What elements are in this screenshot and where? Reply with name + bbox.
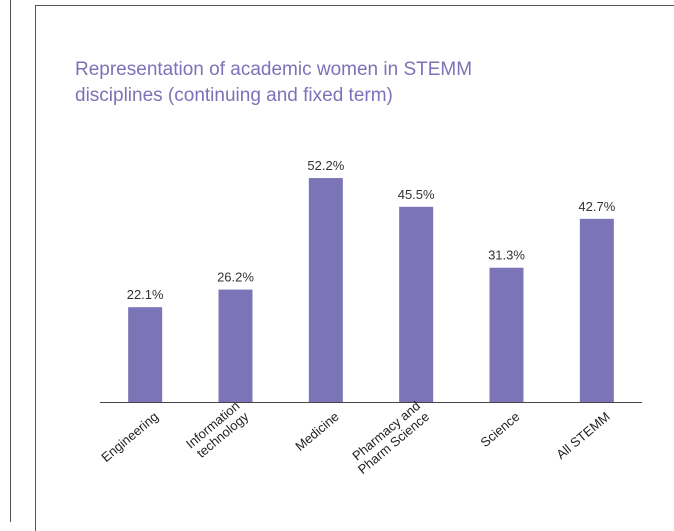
bar	[218, 289, 253, 402]
x-tick-label-line: All STEMM	[553, 409, 612, 462]
bar	[579, 218, 614, 402]
x-tick-label-line: Science	[477, 409, 522, 450]
x-tick-label: Medicine	[292, 409, 342, 454]
x-tick-label: Pharmacy andPharm Science	[346, 398, 432, 477]
bar	[128, 307, 163, 402]
chart-title: disciplines (continuing and fixed term)	[75, 85, 393, 106]
bar	[489, 267, 524, 402]
x-tick-label: Informationtechnology	[183, 398, 252, 462]
data-label: 22.1%	[127, 287, 164, 302]
bar	[308, 178, 343, 402]
data-label: 45.5%	[398, 187, 435, 202]
chart-frame	[35, 5, 674, 531]
data-label: 42.7%	[578, 199, 615, 214]
x-tick-label: Engineering	[98, 409, 161, 465]
data-label: 31.3%	[488, 248, 525, 263]
data-label: 52.2%	[307, 158, 344, 173]
x-tick-label-line: Medicine	[292, 409, 342, 454]
x-tick-label: Science	[477, 409, 522, 450]
x-tick-label-line: Engineering	[98, 409, 161, 465]
data-label: 26.2%	[217, 270, 254, 285]
chart-title: Representation of academic women in STEM…	[75, 59, 472, 80]
bar	[399, 206, 434, 402]
x-tick-label: All STEMM	[553, 409, 612, 462]
